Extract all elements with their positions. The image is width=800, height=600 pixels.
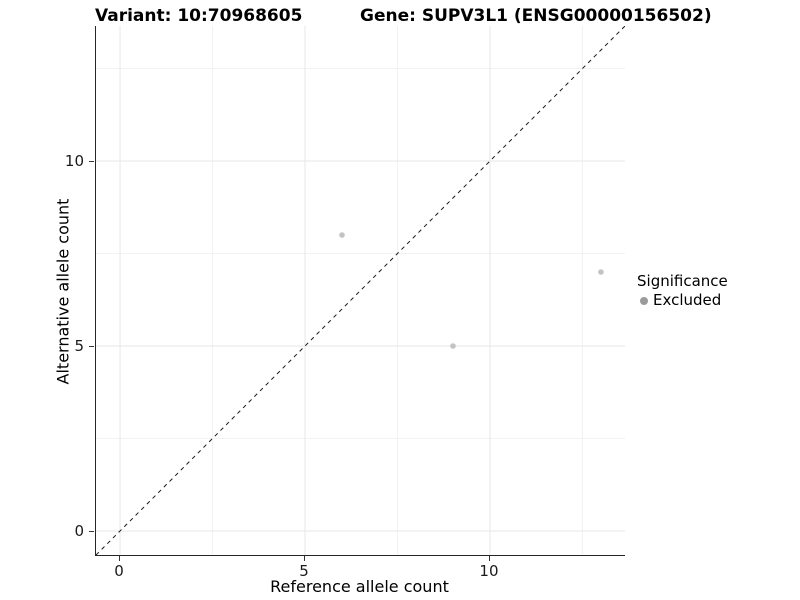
x-tick-label-10: 10 [479, 562, 499, 580]
scatter-plot-canvas [96, 26, 625, 555]
x-tick-label-5: 5 [299, 562, 309, 580]
x-tick-0 [119, 556, 121, 561]
legend-point-icon [640, 296, 648, 305]
legend-title: Significance [637, 272, 728, 290]
x-tick-5 [304, 556, 305, 561]
x-tick-10 [488, 556, 490, 561]
plot-panel [95, 26, 625, 556]
legend: Significance Excluded [637, 272, 728, 310]
plot-title-variant: Variant: 10:70968605 [95, 6, 303, 26]
y-axis-title: Alternative allele count [53, 198, 73, 385]
y-tick-label-10: 10 [64, 152, 84, 171]
y-tick-10 [89, 161, 94, 163]
legend-item-label: Excluded [653, 291, 722, 309]
x-axis-title: Reference allele count [270, 577, 449, 596]
data-point [598, 269, 604, 275]
data-point [339, 232, 345, 238]
identity-line [96, 26, 625, 555]
x-tick-label-0: 0 [114, 562, 124, 580]
plot-title-gene: Gene: SUPV3L1 (ENSG00000156502) [360, 6, 712, 26]
y-tick-5 [89, 345, 94, 347]
y-tick-0 [89, 530, 94, 532]
y-tick-label-5: 5 [74, 336, 84, 355]
y-tick-label-0: 0 [74, 521, 84, 540]
legend-item-excluded: Excluded [637, 291, 728, 310]
data-point [450, 343, 456, 349]
